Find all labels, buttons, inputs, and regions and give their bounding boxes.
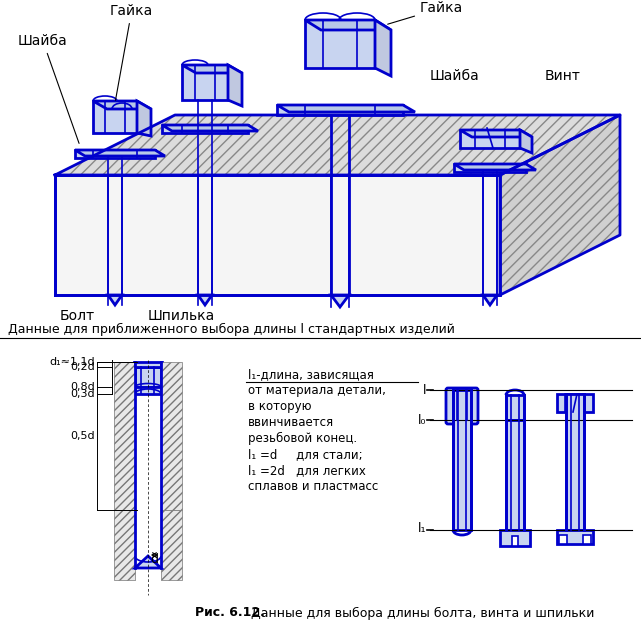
Text: d₁≈1,1d: d₁≈1,1d <box>49 357 95 367</box>
Bar <box>161 362 182 510</box>
Text: Данные для приближенного выбора длины l стандартных изделий: Данные для приближенного выбора длины l … <box>8 323 455 336</box>
Polygon shape <box>162 125 258 131</box>
Text: Рис. 6.12.: Рис. 6.12. <box>195 607 265 620</box>
Bar <box>500 530 530 546</box>
Bar <box>512 536 518 546</box>
Polygon shape <box>108 295 122 305</box>
Text: Шайба: Шайба <box>18 34 79 143</box>
Text: сплавов и пластмасс: сплавов и пластмасс <box>248 480 378 493</box>
Polygon shape <box>454 164 536 170</box>
Polygon shape <box>305 20 391 30</box>
Text: l₁ =d     для стали;: l₁ =d для стали; <box>248 448 363 461</box>
Polygon shape <box>228 65 242 106</box>
Polygon shape <box>277 105 403 115</box>
Bar <box>135 387 161 394</box>
Bar <box>453 390 471 530</box>
Polygon shape <box>162 125 248 133</box>
Text: 0,8d: 0,8d <box>71 382 95 392</box>
Bar <box>559 535 567 544</box>
Text: Болт: Болт <box>60 309 95 323</box>
Polygon shape <box>483 295 497 305</box>
Text: ввинчивается: ввинчивается <box>248 416 334 429</box>
Text: d: d <box>150 553 158 566</box>
Text: Данные для выбора длины болта, винта и шпильки: Данные для выбора длины болта, винта и ш… <box>247 607 594 620</box>
Polygon shape <box>460 130 520 148</box>
Polygon shape <box>182 65 228 100</box>
Polygon shape <box>55 115 620 175</box>
Polygon shape <box>75 150 165 156</box>
Text: Шайба: Шайба <box>430 69 479 83</box>
Bar <box>566 394 584 530</box>
Polygon shape <box>454 164 526 172</box>
Bar <box>135 367 161 387</box>
Text: 0,3d: 0,3d <box>71 389 95 399</box>
Text: l₁ =2d   для легких: l₁ =2d для легких <box>248 464 366 477</box>
Bar <box>134 362 162 367</box>
Text: l₁-длина, зависящая: l₁-длина, зависящая <box>248 368 374 381</box>
Polygon shape <box>135 556 161 568</box>
Text: Гайка: Гайка <box>110 4 153 100</box>
Text: Гайка: Гайка <box>388 1 463 24</box>
Polygon shape <box>93 101 151 109</box>
Bar <box>583 535 591 544</box>
Text: l₀: l₀ <box>418 414 426 426</box>
Polygon shape <box>93 101 137 133</box>
Text: Винт: Винт <box>545 69 581 83</box>
Text: l: l <box>422 384 426 396</box>
Polygon shape <box>331 295 349 307</box>
Polygon shape <box>55 175 500 295</box>
Text: от материала детали,: от материала детали, <box>248 384 386 397</box>
Text: резьбовой конец.: резьбовой конец. <box>248 432 357 445</box>
Polygon shape <box>375 20 391 76</box>
Bar <box>506 395 524 420</box>
Text: 0,5d: 0,5d <box>71 431 95 441</box>
Text: Шпилька: Шпилька <box>148 309 215 323</box>
Bar <box>506 420 524 530</box>
Text: l₁: l₁ <box>417 521 426 535</box>
Bar <box>161 510 182 580</box>
Polygon shape <box>75 150 155 158</box>
Polygon shape <box>198 295 212 305</box>
FancyBboxPatch shape <box>446 388 478 424</box>
Text: в которую: в которую <box>248 400 312 413</box>
Polygon shape <box>460 130 532 137</box>
Bar <box>114 362 135 510</box>
Bar <box>557 394 593 412</box>
Polygon shape <box>277 105 415 112</box>
Polygon shape <box>305 20 375 68</box>
Polygon shape <box>182 65 242 73</box>
Polygon shape <box>500 115 620 295</box>
Polygon shape <box>520 130 532 153</box>
Bar <box>557 530 593 544</box>
Text: 0,2d: 0,2d <box>71 362 95 372</box>
Polygon shape <box>137 101 151 136</box>
Bar <box>114 510 135 580</box>
